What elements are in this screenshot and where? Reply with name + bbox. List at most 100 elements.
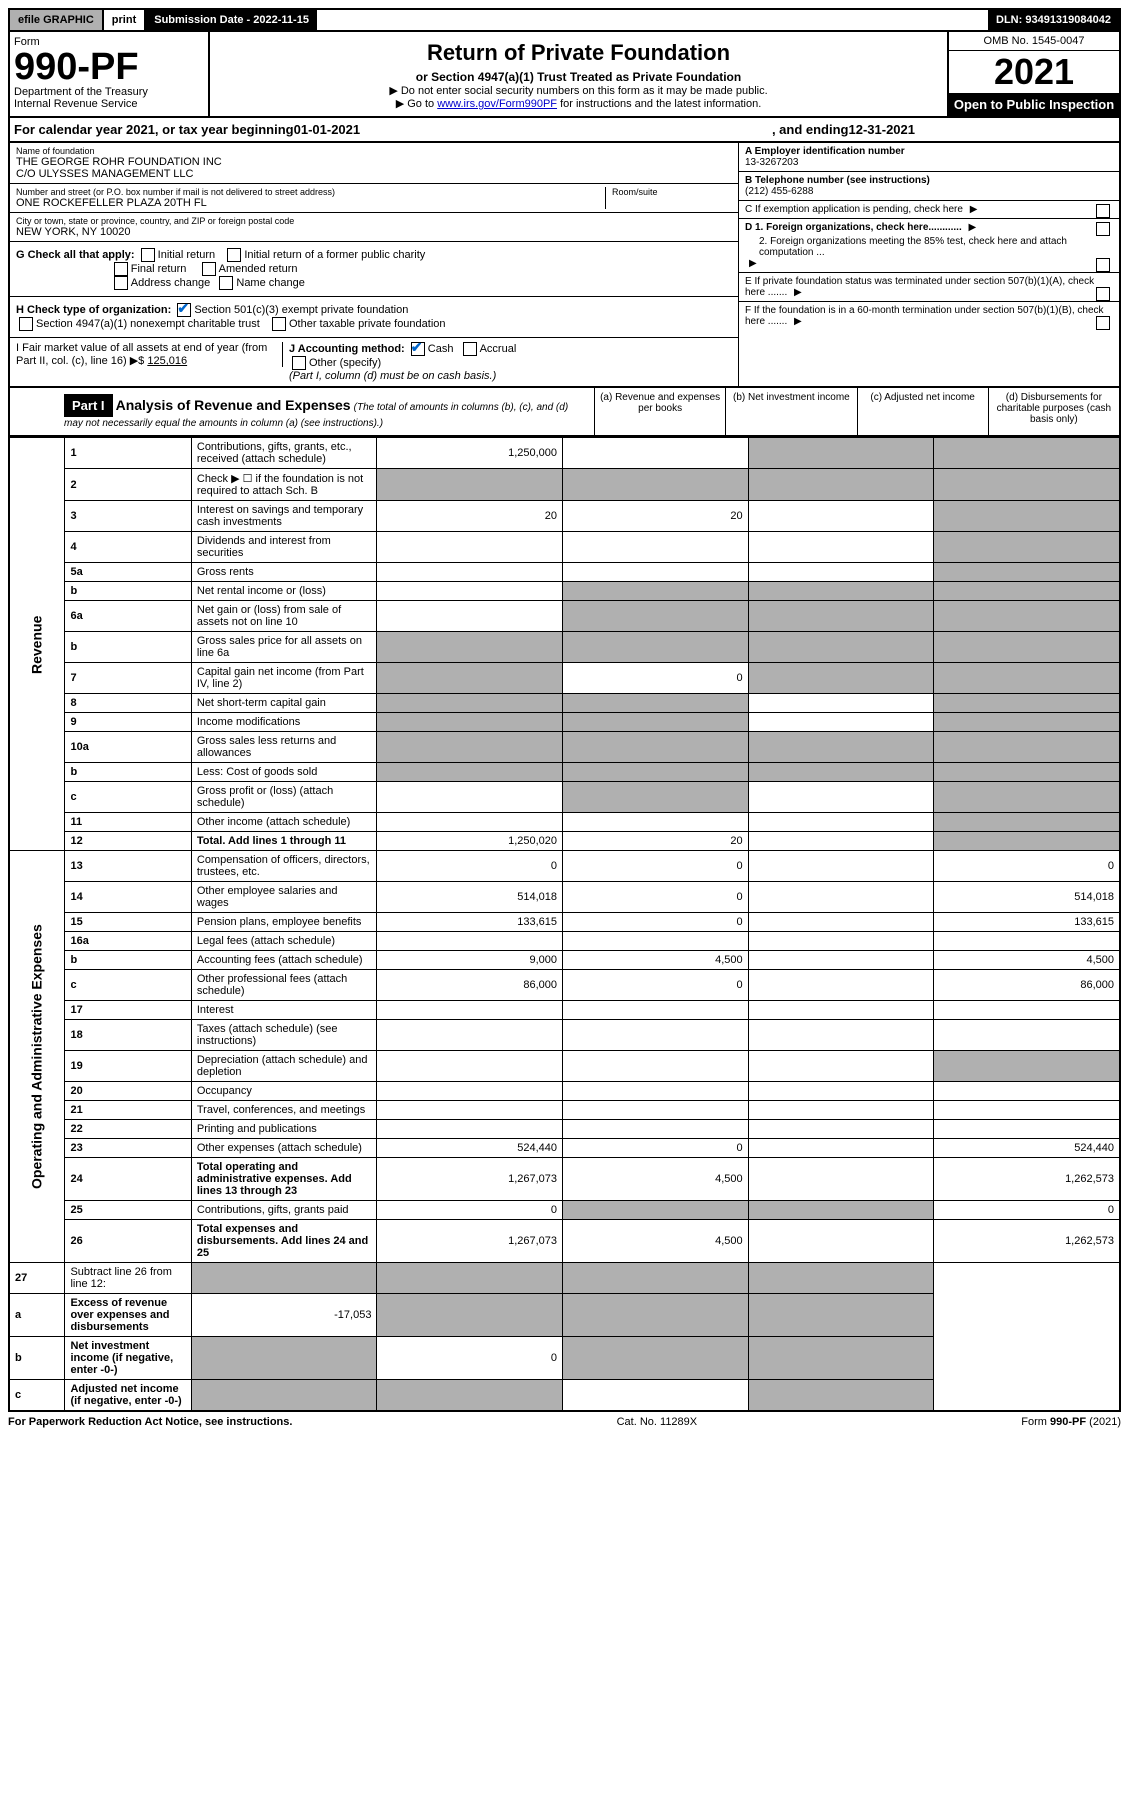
table-row: 17Interest	[9, 1001, 1120, 1020]
city-row: City or town, state or province, country…	[10, 213, 738, 242]
header-left: Form 990-PF Department of the Treasury I…	[10, 32, 210, 116]
form990pf-link[interactable]: www.irs.gov/Form990PF	[437, 98, 557, 110]
line-description: Net rental income or (loss)	[191, 582, 377, 601]
table-row: 5aGross rents	[9, 563, 1120, 582]
other-method-checkbox[interactable]	[292, 356, 306, 370]
d1-checkbox[interactable]	[1096, 222, 1110, 236]
table-cell	[748, 438, 934, 469]
cash-checkbox[interactable]	[411, 342, 425, 356]
line-number: b	[65, 763, 191, 782]
j-note: (Part I, column (d) must be on cash basi…	[289, 370, 496, 382]
form-title: Return of Private Foundation	[214, 40, 943, 66]
table-cell	[377, 1082, 563, 1101]
table-row: 27Subtract line 26 from line 12:	[9, 1263, 1120, 1294]
table-cell: 0	[563, 851, 749, 882]
final-return-checkbox[interactable]	[114, 262, 128, 276]
table-row: bNet rental income or (loss)	[9, 582, 1120, 601]
table-cell	[934, 832, 1120, 851]
line-number: 2	[65, 469, 191, 501]
table-cell	[748, 1294, 934, 1337]
submission-label: Submission Date	[154, 14, 243, 26]
table-cell: 514,018	[934, 882, 1120, 913]
f-checkbox[interactable]	[1096, 316, 1110, 330]
table-cell	[377, 713, 563, 732]
entity-left: Name of foundation THE GEORGE ROHR FOUND…	[10, 143, 738, 386]
line-description: Gross sales less returns and allowances	[191, 732, 377, 763]
other-method-label: Other (specify)	[309, 357, 381, 369]
4947a1-checkbox[interactable]	[19, 317, 33, 331]
table-cell	[377, 1380, 563, 1412]
table-cell	[748, 501, 934, 532]
line-description: Contributions, gifts, grants, etc., rece…	[191, 438, 377, 469]
line-number: 8	[65, 694, 191, 713]
tel-label: B Telephone number (see instructions)	[745, 175, 930, 186]
arrow-icon	[969, 222, 977, 233]
table-cell	[934, 1020, 1120, 1051]
amended-checkbox[interactable]	[202, 262, 216, 276]
c-checkbox[interactable]	[1096, 204, 1110, 218]
table-row: 11Other income (attach schedule)	[9, 813, 1120, 832]
line-description: Net investment income (if negative, ente…	[65, 1337, 191, 1380]
tel-value: (212) 455-6288	[745, 186, 813, 197]
goto-prefix: ▶ Go to	[396, 98, 437, 110]
line-description: Compensation of officers, directors, tru…	[191, 851, 377, 882]
table-cell	[377, 532, 563, 563]
address-change-label: Address change	[131, 277, 211, 289]
table-cell	[563, 1201, 749, 1220]
accrual-checkbox[interactable]	[463, 342, 477, 356]
line-number: b	[9, 1337, 65, 1380]
table-cell: -17,053	[191, 1294, 377, 1337]
name-change-checkbox[interactable]	[219, 276, 233, 290]
table-row: cAdjusted net income (if negative, enter…	[9, 1380, 1120, 1412]
table-cell	[377, 563, 563, 582]
line-description: Other professional fees (attach schedule…	[191, 970, 377, 1001]
table-cell: 1,250,020	[377, 832, 563, 851]
line-number: 11	[65, 813, 191, 832]
table-cell	[748, 663, 934, 694]
table-cell: 514,018	[377, 882, 563, 913]
form-subtitle: or Section 4947(a)(1) Trust Treated as P…	[214, 70, 943, 84]
table-row: 20Occupancy	[9, 1082, 1120, 1101]
goto-suffix: for instructions and the latest informat…	[560, 98, 761, 110]
table-cell	[748, 1337, 934, 1380]
501c3-checkbox[interactable]	[177, 303, 191, 317]
table-cell	[748, 1051, 934, 1082]
other-taxable-checkbox[interactable]	[272, 317, 286, 331]
line-number: 10a	[65, 732, 191, 763]
table-cell	[748, 713, 934, 732]
table-cell	[377, 763, 563, 782]
line-number: c	[9, 1380, 65, 1412]
address-change-checkbox[interactable]	[114, 276, 128, 290]
table-cell: 86,000	[377, 970, 563, 1001]
table-row: Revenue1Contributions, gifts, grants, et…	[9, 438, 1120, 469]
table-cell	[563, 713, 749, 732]
table-row: 26Total expenses and disbursements. Add …	[9, 1220, 1120, 1263]
initial-public-checkbox[interactable]	[227, 248, 241, 262]
4947a1-label: Section 4947(a)(1) nonexempt charitable …	[36, 318, 260, 330]
line-number: 14	[65, 882, 191, 913]
line-description: Less: Cost of goods sold	[191, 763, 377, 782]
line-description: Total. Add lines 1 through 11	[191, 832, 377, 851]
table-cell	[934, 694, 1120, 713]
d2-label: 2. Foreign organizations meeting the 85%…	[745, 236, 1113, 258]
table-cell	[377, 732, 563, 763]
table-cell	[563, 763, 749, 782]
line-number: 22	[65, 1120, 191, 1139]
table-cell	[748, 732, 934, 763]
table-row: 6aNet gain or (loss) from sale of assets…	[9, 601, 1120, 632]
table-cell: 524,440	[377, 1139, 563, 1158]
d-row: D 1. Foreign organizations, check here..…	[739, 219, 1119, 273]
table-cell	[748, 1158, 934, 1201]
print-button[interactable]: print	[104, 10, 146, 30]
fmv-value: 125,016	[147, 355, 187, 367]
line-number: 17	[65, 1001, 191, 1020]
cal-start: 01-01-2021	[294, 122, 361, 137]
table-cell	[934, 601, 1120, 632]
table-cell	[934, 469, 1120, 501]
g-checkboxes: G Check all that apply: Initial return I…	[10, 242, 738, 297]
initial-return-checkbox[interactable]	[141, 248, 155, 262]
e-checkbox[interactable]	[1096, 287, 1110, 301]
table-cell: 0	[563, 1139, 749, 1158]
h-checkboxes: H Check type of organization: Section 50…	[10, 297, 738, 338]
d2-checkbox[interactable]	[1096, 258, 1110, 272]
